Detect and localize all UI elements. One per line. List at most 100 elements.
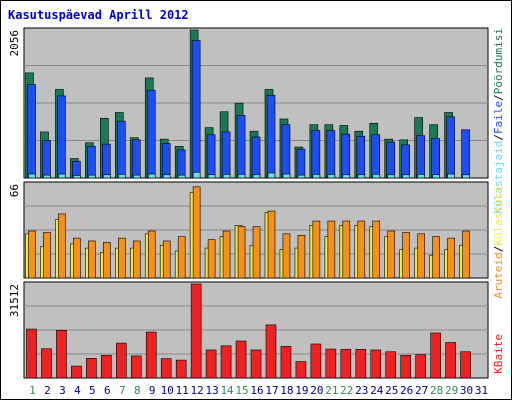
bar-külastajaid xyxy=(177,174,186,179)
bar-külastajaid xyxy=(28,173,36,179)
x-tick-label: 28 xyxy=(430,384,443,397)
bar-aruteid xyxy=(312,220,321,279)
bar-faile xyxy=(356,135,366,179)
bar-aruteid xyxy=(417,233,425,279)
bar-faile xyxy=(57,95,66,179)
bar-kbaite xyxy=(325,348,337,379)
bar-aruteid xyxy=(222,230,231,279)
legend-separator: / xyxy=(492,134,505,141)
bar-külastajaid xyxy=(88,174,96,179)
x-tick-label: 13 xyxy=(205,384,218,397)
bar-faile xyxy=(461,129,470,179)
legend-item: Külastusi xyxy=(492,186,505,246)
legend-text: Külastajaid/Faile/Pöördumisi xyxy=(492,28,505,213)
bar-kbaite xyxy=(250,349,262,379)
bar-külastajaid xyxy=(237,174,246,179)
bar-aruteid xyxy=(88,240,96,279)
bar-külastajaid xyxy=(402,174,410,179)
bar-külastajaid xyxy=(43,174,51,179)
bar-aruteid xyxy=(267,210,276,279)
legend-group: KBaite xyxy=(492,334,505,374)
legend-group: Külastajaid/Faile/Pöördumisi xyxy=(492,28,505,213)
x-tick-label: 23 xyxy=(355,384,368,397)
panel-kbytes: 31512 xyxy=(8,281,489,379)
bar-aruteid xyxy=(73,237,81,279)
bar-kbaite xyxy=(116,342,127,379)
x-tick-label: 15 xyxy=(235,384,248,397)
x-tick-label: 10 xyxy=(161,384,174,397)
bar-aruteid xyxy=(177,236,186,279)
x-axis-labels: 1 2 3 4 5 6 7 8 9 10 11 12 13 14 15 16 17 18 19 20 21 22 23 24 2… xyxy=(29,384,488,397)
chart-title: Kasutuspäevad Aprill 2012 xyxy=(8,8,189,22)
legend-item: KBaite xyxy=(492,334,505,374)
bar-aruteid xyxy=(103,242,111,279)
x-tick-label: 7 xyxy=(119,384,126,397)
legend-separator: / xyxy=(492,246,505,253)
bar-külastajaid xyxy=(267,172,276,179)
bar-faile xyxy=(206,134,216,179)
legend-separator: / xyxy=(492,94,505,101)
bar-külastajaid xyxy=(327,174,336,179)
bar-kbaite xyxy=(86,358,97,379)
bar-faile xyxy=(296,148,306,179)
bar-külastajaid xyxy=(58,173,66,179)
legend-item: Pöördumisi xyxy=(492,28,505,94)
bar-aruteid xyxy=(162,240,171,279)
x-tick-label: 17 xyxy=(265,384,278,397)
legend-item: Faile xyxy=(492,101,505,134)
bar-külastajaid xyxy=(252,174,261,179)
bar-kbaite xyxy=(145,331,157,379)
bar-kbaite xyxy=(235,340,247,379)
bar-külastajaid xyxy=(372,174,381,179)
bar-kbaite xyxy=(295,361,307,379)
bar-faile xyxy=(416,135,425,179)
bar-aruteid xyxy=(372,220,381,279)
bar-aruteid xyxy=(132,240,141,279)
bar-kbaite xyxy=(130,355,142,379)
bar-faile xyxy=(131,139,141,179)
bar-külastajaid xyxy=(432,174,440,179)
bar-külastajaid xyxy=(118,174,126,179)
bar-kbaite xyxy=(26,328,37,379)
bar-kbaite xyxy=(56,329,67,379)
plot-panels: 2056 66 31512 xyxy=(8,27,489,379)
legend-item: Aruteid xyxy=(492,252,505,298)
bar-külastajaid xyxy=(132,174,141,179)
bar-külastajaid xyxy=(357,174,366,179)
x-tick-label: 9 xyxy=(149,384,156,397)
bar-külastajaid xyxy=(162,174,171,179)
legend-group: Aruteid/Külastusi xyxy=(492,186,505,299)
x-tick-label: 26 xyxy=(400,384,413,397)
bar-faile xyxy=(236,115,246,179)
panel-visits: 66 xyxy=(8,181,489,279)
bar-aruteid xyxy=(28,230,36,279)
bar-külastajaid xyxy=(447,173,455,179)
bar-külastajaid xyxy=(417,174,425,179)
x-tick-label: 16 xyxy=(250,384,263,397)
bar-kbaite xyxy=(355,349,367,379)
bar-faile xyxy=(87,146,96,179)
bar-kbaite xyxy=(190,283,202,379)
bar-faile xyxy=(102,143,111,179)
x-tick-label: 25 xyxy=(385,384,398,397)
bar-aruteid xyxy=(387,230,396,279)
bar-külastajaid xyxy=(207,174,216,179)
bar-aruteid xyxy=(297,234,306,279)
x-tick-label: 24 xyxy=(370,384,384,397)
bar-aruteid xyxy=(252,226,261,279)
bar-faile xyxy=(371,134,381,179)
x-tick-label: 5 xyxy=(89,384,96,397)
bar-kbaite xyxy=(445,342,456,379)
x-tick-label: 4 xyxy=(74,384,81,397)
bar-aruteid xyxy=(43,232,51,279)
bar-külastajaid xyxy=(387,174,396,179)
bar-külastajaid xyxy=(192,171,201,179)
y-max-label: 2056 xyxy=(8,30,21,57)
bar-külastajaid xyxy=(462,174,470,179)
bar-aruteid xyxy=(192,186,201,279)
x-tick-label: 12 xyxy=(191,384,204,397)
x-tick-label: 20 xyxy=(310,384,323,397)
bar-aruteid xyxy=(432,236,440,279)
bar-faile xyxy=(176,149,186,179)
x-tick-label: 19 xyxy=(295,384,308,397)
